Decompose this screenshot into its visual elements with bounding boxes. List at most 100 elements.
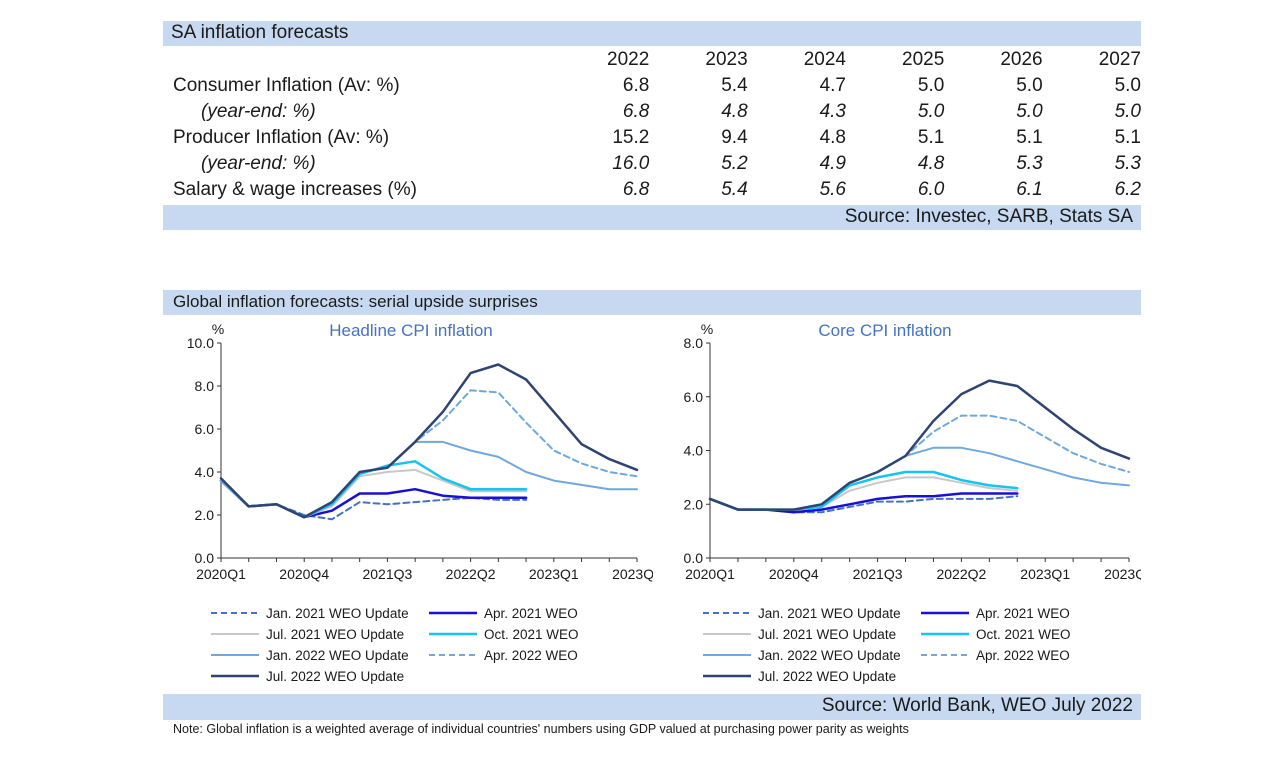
sa-table-source-bar: Source: Investec, SARB, Stats SA [163, 205, 1141, 230]
legend-label: Jan. 2022 WEO Update [758, 648, 901, 663]
table-row: Producer Inflation (Av: %) 15.2 9.4 4.8 … [163, 125, 1141, 151]
table-row: Salary & wage increases (%) 6.8 5.4 5.6 … [163, 177, 1141, 203]
series-line [220, 389, 638, 519]
legend-label: Apr. 2022 WEO [976, 648, 1070, 663]
table-cell: 6.8 [622, 179, 650, 200]
table-cell: 5.0 [1016, 101, 1043, 122]
x-tick-label: 2021Q3 [362, 566, 412, 582]
x-tick-label: 2020Q1 [685, 566, 735, 582]
table-row: Consumer Inflation (Av: %) 6.8 5.4 4.7 5… [163, 73, 1141, 99]
y-tick-label: 6.0 [195, 421, 215, 437]
x-tick-label: 2021Q3 [853, 566, 903, 582]
sa-table-title: SA inflation forecasts [171, 22, 349, 43]
table-cell: 5.1 [1114, 127, 1141, 148]
table-cell: 5.6 [819, 179, 846, 200]
row-label: Salary & wage increases (%) [173, 179, 417, 200]
x-tick-label: 2020Q1 [196, 566, 246, 582]
table-cell: 5.4 [721, 75, 748, 96]
table-cell: 5.2 [721, 153, 748, 174]
table-cell: 5.0 [917, 101, 945, 122]
headline-cpi-chart: Headline CPI inflation% 0.0 2.0 4.0 6.0 8.0 10… [187, 321, 653, 684]
global-source-bar: Source: World Bank, WEO July 2022 [163, 694, 1141, 720]
table-cell: 4.8 [721, 101, 748, 122]
year-header: 2027 [1098, 49, 1141, 70]
legend-label: Jul. 2022 WEO Update [758, 669, 896, 684]
row-label: Consumer Inflation (Av: %) [173, 75, 400, 96]
table-cell: 6.0 [917, 179, 945, 200]
table-cell: 6.8 [622, 101, 650, 122]
table-cell: 5.3 [1114, 153, 1141, 174]
legend-label: Apr. 2022 WEO [484, 648, 578, 663]
footnote: Note: Global inflation is a weighted ave… [173, 722, 909, 736]
table-cell: 5.1 [917, 127, 945, 148]
series-line [220, 479, 528, 521]
year-header: 2023 [705, 49, 748, 70]
row-label: Producer Inflation (Av: %) [173, 127, 390, 148]
table-cell: 4.8 [917, 153, 945, 174]
legend-label: Jan. 2021 WEO Update [266, 606, 409, 621]
y-tick-label: 2.0 [195, 507, 215, 523]
legend-label: Oct. 2021 WEO [484, 627, 579, 642]
x-tick-label: 2020Q4 [279, 566, 329, 582]
y-tick-label: 2.0 [684, 496, 704, 512]
x-tick-label: 2023Q4 [1104, 566, 1141, 582]
sa-table-title-bar: SA inflation forecasts [163, 21, 1141, 46]
table-cell: 6.1 [1016, 179, 1043, 200]
y-tick-label: 8.0 [195, 378, 215, 394]
x-tick-label: 2023Q1 [529, 566, 579, 582]
table-cell: 4.8 [819, 127, 846, 148]
table-cell: 15.2 [612, 127, 650, 148]
table-cell: 4.7 [819, 75, 846, 96]
series-line [708, 379, 1131, 511]
year-header: 2026 [1000, 49, 1043, 70]
table-cell: 4.9 [819, 153, 846, 174]
table-cell: 5.0 [1016, 75, 1043, 96]
series-line [219, 363, 639, 519]
table-row: (year-end: %) 16.0 5.2 4.9 4.8 5.3 5.3 [163, 151, 1141, 177]
x-tick-label: 2020Q4 [769, 566, 819, 582]
legend-label: Oct. 2021 WEO [976, 627, 1071, 642]
y-tick-label: 4.0 [195, 464, 215, 480]
table-cell: 6.8 [622, 75, 650, 96]
series-line [219, 479, 528, 519]
legend-label: Apr. 2021 WEO [976, 606, 1070, 621]
year-header: 2024 [803, 49, 846, 70]
x-tick-label: 2023Q4 [612, 566, 653, 582]
table-cell: 5.0 [1114, 75, 1141, 96]
y-tick-label: 0.0 [684, 550, 704, 566]
x-tick-label: 2022Q2 [936, 566, 986, 582]
x-tick-label: 2022Q2 [446, 566, 496, 582]
sa-table-source: Source: Investec, SARB, Stats SA [844, 206, 1133, 227]
legend-label: Apr. 2021 WEO [484, 606, 578, 621]
legend-label: Jan. 2021 WEO Update [758, 606, 901, 621]
table-cell: 9.4 [721, 127, 748, 148]
y-axis-label: % [212, 321, 224, 337]
y-tick-label: 8.0 [684, 335, 704, 351]
table-cell: 5.4 [721, 179, 748, 200]
global-source: Source: World Bank, WEO July 2022 [821, 695, 1133, 716]
table-header-row: 2022 2023 2024 2025 2026 2027 [163, 47, 1141, 73]
x-tick-label: 2023Q1 [1020, 566, 1070, 582]
core-cpi-chart: Core CPI inflation% 0.0 2.0 4.0 6.0 8.0 2020Q1… [684, 321, 1141, 684]
row-label: (year-end: %) [201, 101, 316, 122]
table-cell: 5.0 [917, 75, 945, 96]
table-cell: 4.3 [819, 101, 846, 122]
legend-label: Jul. 2021 WEO Update [758, 627, 896, 642]
y-axis-label: % [701, 321, 713, 337]
year-header: 2025 [902, 49, 945, 70]
table-cell: 6.2 [1114, 179, 1141, 200]
y-tick-label: 4.0 [684, 443, 704, 459]
legend-label: Jul. 2021 WEO Update [266, 627, 404, 642]
table-cell: 5.3 [1016, 153, 1043, 174]
row-label: (year-end: %) [201, 153, 316, 174]
sa-forecast-table: 2022 2023 2024 2025 2026 2027 Consumer I… [163, 47, 1141, 203]
y-tick-label: 6.0 [684, 389, 704, 405]
table-cell: 5.1 [1016, 127, 1043, 148]
global-title: Global inflation forecasts: serial upsid… [173, 292, 538, 311]
table-row: (year-end: %) 6.8 4.8 4.3 5.0 5.0 5.0 [163, 99, 1141, 125]
y-tick-label: 10.0 [187, 335, 214, 351]
chart-title: Headline CPI inflation [329, 321, 492, 340]
table-cell: 16.0 [612, 153, 650, 174]
legend-label: Jan. 2022 WEO Update [266, 648, 409, 663]
y-tick-label: 0.0 [195, 550, 215, 566]
